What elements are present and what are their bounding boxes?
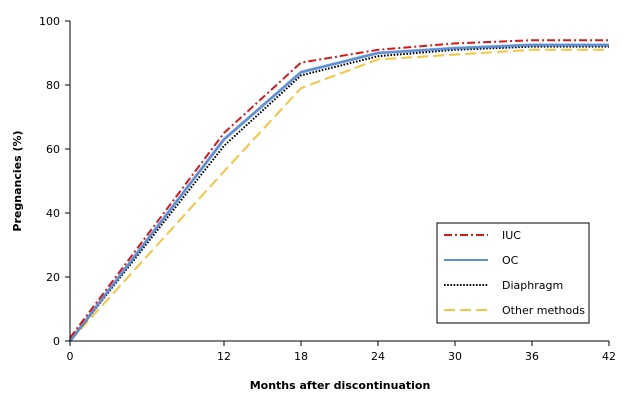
- x-tick-label: 24: [371, 350, 385, 363]
- series-line-diaphragm: [69, 45, 609, 342]
- series-line-other-methods: [69, 48, 609, 342]
- y-tick-label: 40: [46, 207, 60, 220]
- series-line-iuc: [69, 39, 609, 339]
- x-tick-label: 18: [294, 350, 308, 363]
- legend-label-other-methods: Other methods: [502, 304, 585, 317]
- legend-label-diaphragm: Diaphragm: [502, 279, 563, 292]
- x-tick-label: 0: [67, 350, 74, 363]
- x-tick-label: 30: [448, 350, 462, 363]
- series-line-oc: [69, 43, 609, 342]
- y-tick-label: 20: [46, 271, 60, 284]
- x-tick-label: 36: [525, 350, 539, 363]
- x-axis-title: Months after discontinuation: [250, 379, 431, 392]
- x-tick-label: 42: [602, 350, 616, 363]
- x-tick-label: 12: [217, 350, 231, 363]
- y-tick-label: 100: [39, 15, 60, 28]
- legend-box: [436, 222, 590, 324]
- y-tick-label: 60: [46, 143, 60, 156]
- legend-label-iuc: IUC: [502, 229, 521, 242]
- legend-label-oc: OC: [502, 254, 519, 267]
- y-tick-label: 0: [53, 335, 60, 348]
- y-axis-title: Pregnancies (%): [11, 130, 24, 231]
- legend: IUC OC Diaphragm Other methods: [436, 222, 590, 324]
- y-tick-label: 80: [46, 79, 60, 92]
